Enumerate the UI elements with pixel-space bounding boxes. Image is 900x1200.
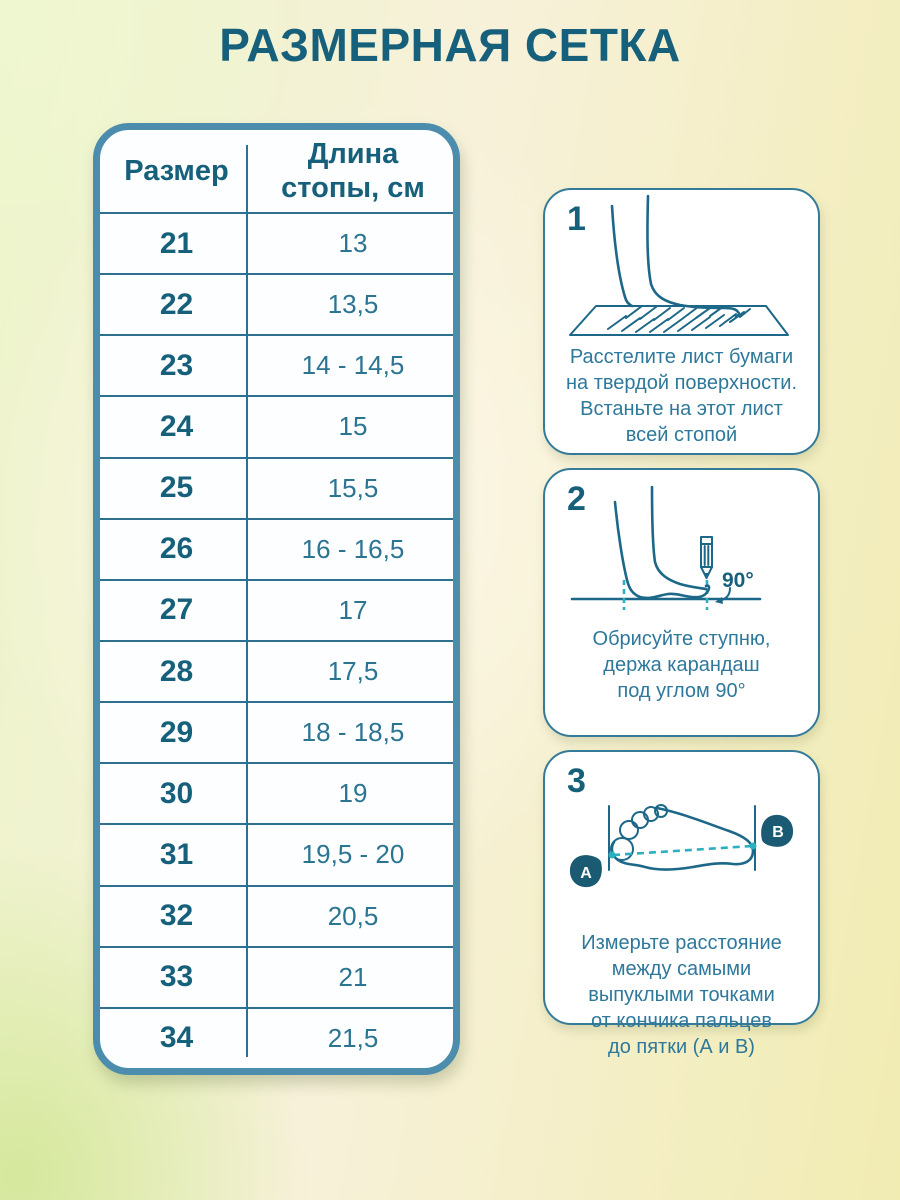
leg-front-line xyxy=(645,194,740,318)
length-cell: 18 - 18,5 xyxy=(253,701,453,762)
step-card-3: 3 А В Измерьте рассто xyxy=(543,750,820,1058)
foot-measure-icon: А В xyxy=(569,804,793,888)
hatch-lines xyxy=(606,305,751,333)
step-number: 3 xyxy=(567,762,586,800)
size-table: Размер Длина стопы, см 21 13 22 13,5 23 14 - … xyxy=(93,123,460,1075)
size-cell: 24 xyxy=(100,395,253,456)
leg-back-line xyxy=(610,204,633,308)
point-b-badge: В xyxy=(760,814,793,847)
length-cell: 19,5 - 20 xyxy=(253,823,453,884)
page-title: РАЗМЕРНАЯ СЕТКА xyxy=(219,19,681,71)
length-cell: 15 xyxy=(253,395,453,456)
size-cell: 25 xyxy=(100,456,253,518)
length-cell: 21,5 xyxy=(253,1006,453,1068)
foot-profile-back xyxy=(613,500,710,600)
step-card-1: 1 Расстелите лист бумаги на твердой пове… xyxy=(543,188,820,455)
length-cell: 20,5 xyxy=(253,884,453,946)
size-cell: 29 xyxy=(100,701,253,762)
foot-pencil-trace-icon: 90° xyxy=(570,485,761,610)
size-cell: 28 xyxy=(100,639,253,701)
length-cell: 13 xyxy=(253,212,453,273)
table-column-divider xyxy=(246,145,248,1057)
instruction-steps: 1 Расстелите лист бумаги на твердой пове… xyxy=(543,188,820,1058)
length-cell: 17 xyxy=(253,578,453,640)
size-cell: 23 xyxy=(100,334,253,395)
step-number: 1 xyxy=(567,200,586,238)
angle-label: 90° xyxy=(722,569,754,592)
length-cell: 19 xyxy=(253,762,453,823)
step-text: Расстелите лист бумаги на твердой поверх… xyxy=(565,346,798,446)
table-header-length: Длина стопы, см xyxy=(281,137,425,204)
length-cell: 14 - 14,5 xyxy=(253,334,453,395)
size-cell: 31 xyxy=(100,823,253,884)
length-cell: 17,5 xyxy=(253,639,453,701)
size-cell: 34 xyxy=(100,1006,253,1068)
length-cell: 21 xyxy=(253,945,453,1007)
point-a-label: А xyxy=(580,865,592,882)
size-cell: 22 xyxy=(100,273,253,334)
foot-on-paper-icon xyxy=(568,194,789,336)
point-b-label: В xyxy=(772,824,784,841)
table-header-size: Размер xyxy=(124,154,229,187)
length-cell: 15,5 xyxy=(253,456,453,518)
size-cell: 33 xyxy=(100,945,253,1007)
length-cell: 13,5 xyxy=(253,273,453,334)
size-cell: 26 xyxy=(100,517,253,579)
size-cell: 32 xyxy=(100,884,253,946)
step-text: Измерьте расстояние между самыми выпуклы… xyxy=(581,932,782,1058)
size-cell: 30 xyxy=(100,762,253,823)
size-cell: 21 xyxy=(100,212,253,273)
step-text: Обрисуйте ступню, держа карандаш под угл… xyxy=(592,628,771,702)
step-number: 2 xyxy=(567,480,586,518)
foot-profile-front xyxy=(650,485,707,591)
length-cell: 16 - 16,5 xyxy=(253,517,453,579)
point-a-badge: А xyxy=(569,855,602,888)
step-card-2: 2 90° Обрисуйте ступню, держа карандаш п… xyxy=(543,468,820,737)
size-cell: 27 xyxy=(100,578,253,640)
pencil-icon xyxy=(699,536,713,579)
footprint-outline xyxy=(609,804,754,871)
